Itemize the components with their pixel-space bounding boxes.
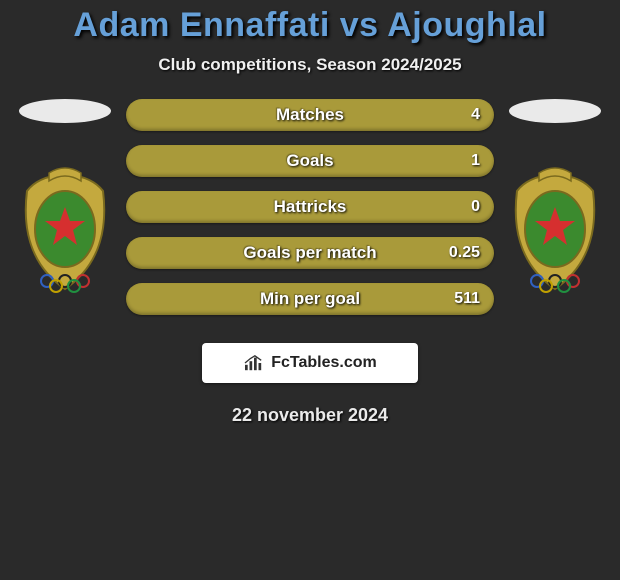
crest-icon: [15, 163, 115, 293]
branding-text: FcTables.com: [271, 354, 377, 372]
chart-icon: [243, 354, 265, 372]
stat-label: Hattricks: [126, 197, 494, 217]
crest-icon: [505, 163, 605, 293]
stat-row: Min per goal 511: [126, 283, 494, 315]
stat-row: Hattricks 0: [126, 191, 494, 223]
branding-link[interactable]: FcTables.com: [202, 343, 418, 383]
stat-right-value: 0.25: [449, 244, 480, 262]
date-label: 22 november 2024: [0, 405, 620, 426]
stats-table: Matches 4 Goals 1 Hattricks 0 Goals per …: [120, 99, 500, 329]
stat-label: Matches: [126, 105, 494, 125]
player-left-column: [10, 99, 120, 293]
stat-label: Min per goal: [126, 289, 494, 309]
player-right-column: [500, 99, 610, 293]
stat-row: Goals per match 0.25: [126, 237, 494, 269]
stat-right-value: 1: [471, 152, 480, 170]
stat-label: Goals: [126, 151, 494, 171]
stat-right-value: 4: [471, 106, 480, 124]
stat-right-value: 0: [471, 198, 480, 216]
player-left-photo-placeholder: [19, 99, 111, 123]
player-right-photo-placeholder: [509, 99, 601, 123]
subtitle: Club competitions, Season 2024/2025: [0, 55, 620, 75]
stat-row: Matches 4: [126, 99, 494, 131]
player-right-club-crest: [505, 163, 605, 293]
stat-right-value: 511: [454, 290, 480, 308]
stat-label: Goals per match: [126, 243, 494, 263]
player-left-club-crest: [15, 163, 115, 293]
stat-row: Goals 1: [126, 145, 494, 177]
page-title: Adam Ennaffati vs Ajoughlal: [0, 6, 620, 45]
